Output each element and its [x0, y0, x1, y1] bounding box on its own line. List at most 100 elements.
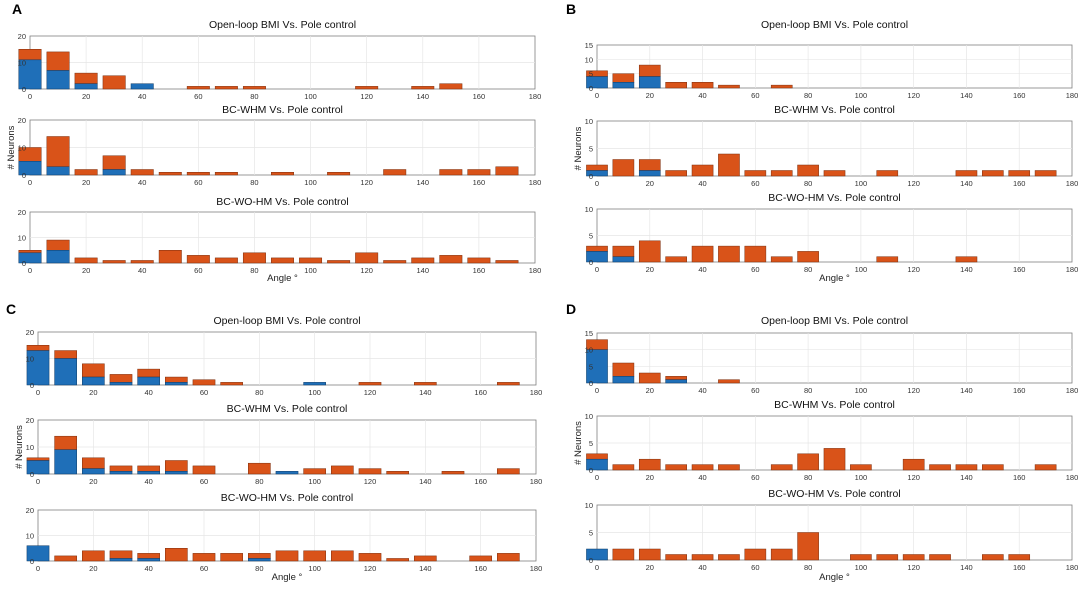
- panel-a-sub3-xtick-8: 160: [473, 266, 486, 275]
- panel-d-sub1-xtick-6: 120: [907, 386, 920, 395]
- panel-b-sub2-bar-blue-2: [638, 170, 661, 177]
- panel-a-sub1-ytick-0: 0: [22, 85, 26, 94]
- panel-a-sub3-bar-orange-10: [299, 257, 323, 264]
- panel-a-sub1-bar-orange-3: [102, 75, 126, 90]
- panel-a-sub3-bar-orange-1: [46, 239, 70, 251]
- panel-c-sub1-xtick-9: 180: [530, 388, 543, 397]
- panel-d-sub1-bar-blue-3: [665, 379, 687, 384]
- panel-c-sub2-bar-orange-1: [54, 435, 77, 450]
- panel-d-sub3-bar-orange-4: [691, 554, 714, 561]
- panel-a-sub2-bar-orange-4: [130, 169, 154, 176]
- panel-a-sub1-ytick-1: 10: [18, 59, 26, 68]
- panel-b-sub1-bar-blue-1: [612, 82, 635, 89]
- panel-c-sub3-bar-orange-10: [303, 550, 326, 562]
- panel-d-sub2-ytick-1: 5: [589, 439, 593, 448]
- panel-c-sub2-bar-blue-5: [165, 471, 188, 475]
- panel-c-sub2-bar-orange-15: [441, 471, 465, 475]
- panel-d-sub1-bar-orange-2: [638, 372, 661, 384]
- panel-b-sub1-bar-blue-2: [638, 76, 661, 89]
- panel-d-sub3-bar-orange-15: [982, 554, 1004, 561]
- panel-c-sub2-bar-orange-4: [137, 465, 160, 472]
- panel-d-sub2-bar-orange-5: [718, 464, 740, 471]
- panel-b-sub1-xtick-7: 140: [960, 91, 973, 100]
- panel-c-sub1-bar-orange-17: [497, 382, 520, 386]
- panel-c-sub1-bar-blue-1: [54, 358, 77, 386]
- panel-d-sub2-xtick-8: 160: [1013, 473, 1026, 482]
- panel-b-sub2-xtick-3: 60: [751, 179, 759, 188]
- panel-b-sub3-bar-orange-6: [744, 245, 767, 263]
- panel-a-sub3-xtick-3: 60: [194, 266, 202, 275]
- panel-c-sub2-bar-orange-5: [165, 460, 188, 472]
- panel-c-sub1-bar-orange-12: [358, 382, 382, 386]
- panel-a-sub1-xtick-7: 140: [417, 92, 430, 101]
- panel-a-sub2-bar-orange-16: [467, 169, 491, 176]
- panel-b-sub1-xtick-0: 0: [595, 91, 599, 100]
- panel-b-sub2-bar-orange-16: [1008, 170, 1031, 177]
- panel-d-sub2-bar-orange-12: [902, 458, 925, 471]
- panel-a-sub2-bar-orange-9: [271, 172, 294, 176]
- panel-b-sub3-ytick-2: 10: [585, 205, 593, 214]
- panel-b-sub3-bar-orange-0: [586, 245, 608, 252]
- panel-a-sub3-bar-orange-2: [74, 257, 98, 264]
- panel-b-sub1-bar-blue-0: [586, 76, 608, 89]
- panel-b-sub1-title: Open-loop BMI Vs. Pole control: [761, 19, 908, 31]
- panel-c-sub1-xtick-7: 140: [419, 388, 432, 397]
- panel-d-sub1-xtick-8: 160: [1013, 386, 1026, 395]
- panel-a-sub1-title: Open-loop BMI Vs. Pole control: [209, 19, 356, 31]
- panel-a-sub2-xtick-2: 40: [138, 178, 146, 187]
- panel-c-sub2-ytick-1: 10: [26, 443, 34, 452]
- panel-c-sub1-bar-orange-2: [82, 363, 105, 378]
- panel-d-sub2-xtick-7: 140: [960, 473, 973, 482]
- panel-a-sub1-bar-orange-14: [411, 86, 435, 90]
- panel-c-sub2-bar-orange-3: [109, 465, 133, 472]
- panel-d-sub2-xtick-0: 0: [595, 473, 599, 482]
- panel-c-sub3-xtick-3: 60: [200, 564, 208, 573]
- panel-b-sub2-ytick-2: 10: [585, 117, 593, 126]
- panel-d-sub1-xtick-5: 100: [855, 386, 868, 395]
- panel-d-sub2-bar-orange-9: [823, 448, 846, 471]
- panel-c-sub1-xtick-6: 120: [364, 388, 377, 397]
- panel-c-sub3-bar-orange-9: [275, 550, 299, 562]
- panel-c-sub2-xtick-5: 100: [308, 477, 321, 486]
- panel-c-sub1-ytick-1: 10: [26, 355, 34, 364]
- panel-d-sub3-xtick-2: 40: [698, 563, 706, 572]
- panel-d-sub2-bar-orange-17: [1034, 464, 1057, 471]
- panel-c-sub1-bar-orange-1: [54, 350, 77, 359]
- panel-c-sub3-bar-orange-14: [414, 555, 437, 562]
- panel-c-sub3-xtick-9: 180: [530, 564, 543, 573]
- panel-a-sub2-xtick-9: 180: [529, 178, 542, 187]
- panel-c-sub1-bar-orange-7: [220, 382, 243, 386]
- panel-b-sub2-bar-orange-0: [586, 164, 608, 171]
- panel-c-sub3-bar-blue-8: [248, 558, 271, 562]
- panel-b-sub3-bar-blue-0: [586, 251, 608, 263]
- panel-a-sub3-title: BC-WO-HM Vs. Pole control: [216, 196, 348, 208]
- panel-a-sub2-ytick-0: 0: [22, 171, 26, 180]
- panel-d-sub1-xtick-3: 60: [751, 386, 759, 395]
- panel-c-sub2-ytick-2: 20: [26, 416, 34, 425]
- panel-c-sub3-xtick-4: 80: [255, 564, 263, 573]
- panel-a-sub2-xtick-3: 60: [194, 178, 202, 187]
- panel-a-sub3-xtick-9: 180: [529, 266, 542, 275]
- panel-b-sub1-ytick-3: 15: [585, 41, 593, 50]
- panel-c-sub1-xtick-3: 60: [200, 388, 208, 397]
- panel-c-sub2-bar-orange-0: [26, 457, 50, 461]
- panel-c-sub1-bar-orange-5: [165, 376, 188, 383]
- panel-c-sub3-xtick-5: 100: [308, 564, 321, 573]
- panel-a-sub2-bar-orange-11: [327, 172, 351, 176]
- panel-b-sub2-xtick-0: 0: [595, 179, 599, 188]
- panel-d-sub2-bar-orange-4: [691, 464, 714, 471]
- panel-d-sub2-bar-blue-0: [586, 458, 608, 471]
- panel-b-sub3-xtick-0: 0: [595, 265, 599, 274]
- panel-a-sub3-xtick-2: 40: [138, 266, 146, 275]
- panel-c-sub2-title: BC-WHM Vs. Pole control: [227, 403, 348, 415]
- panel-a-sub1-bar-blue-4: [130, 83, 154, 90]
- panel-a-sub1-bar-orange-1: [46, 51, 70, 71]
- panel-d-sub2-ytick-2: 10: [585, 412, 593, 421]
- panel-a-sub1-bar-orange-7: [214, 86, 238, 90]
- panel-a-sub2-xtick-6: 120: [360, 178, 373, 187]
- panel-c-sub2-bar-blue-1: [54, 449, 77, 475]
- panel-d-sub3-bar-orange-5: [718, 554, 740, 561]
- panel-c-sub1-bar-blue-3: [109, 382, 133, 386]
- panel-b-sub2-bar-orange-15: [982, 170, 1004, 177]
- panel-a-sub1-bar-orange-8: [242, 86, 266, 90]
